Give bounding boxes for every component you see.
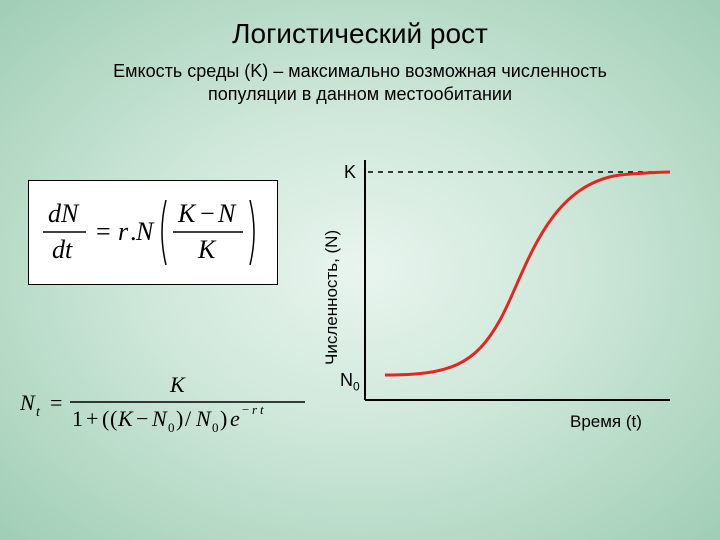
- f2-expr: r: [252, 402, 258, 417]
- x-axis-label: Время (t): [570, 412, 642, 432]
- f1-minus: −: [200, 199, 215, 228]
- y-axis-label: Численность, (N): [322, 230, 342, 365]
- logistic-chart: K N0 Численность, (N) Время (t): [330, 150, 690, 440]
- k-label: K: [344, 162, 356, 183]
- f2-K: K: [117, 406, 134, 431]
- f2-expminus: −: [242, 402, 249, 417]
- f2-e: e: [230, 406, 240, 431]
- f2-lp1: (: [102, 406, 109, 431]
- f1-N2: N: [217, 199, 237, 228]
- f2-rp2: ): [220, 406, 227, 431]
- n0-N: N: [340, 370, 353, 390]
- f1-eq: =: [96, 217, 111, 246]
- n0-label: N0: [340, 370, 360, 394]
- f2-Ktop: K: [169, 372, 186, 397]
- f2-1: 1: [72, 406, 83, 431]
- f1-K1: K: [177, 199, 197, 228]
- f2-plus: +: [86, 406, 98, 431]
- f1-N1: N: [135, 217, 155, 246]
- f2-Nt: N: [20, 390, 36, 415]
- f1-dt: dt: [52, 235, 73, 264]
- formula-differential: dN dt = r . N K − N K: [28, 180, 278, 285]
- f2-rp1: ): [176, 406, 183, 431]
- chart-svg: [330, 150, 690, 440]
- logistic-curve: [385, 172, 670, 375]
- formula1-svg: dN dt = r . N K − N K: [38, 190, 268, 275]
- formula2-svg: N t = K 1 + ( ( K − N 0 ) / N 0 ) e − r …: [20, 370, 310, 440]
- f2-N0a: N: [151, 406, 168, 431]
- f1-dN: dN: [48, 199, 80, 228]
- f2-0a: 0: [168, 420, 175, 435]
- f1-K2: K: [197, 235, 217, 264]
- subtitle-line2: популяции в данном местообитании: [208, 84, 512, 104]
- f2-N0b: N: [195, 406, 212, 431]
- subtitle-line1: Емкость среды (K) – максимально возможна…: [113, 61, 607, 81]
- page-title: Логистический рост: [0, 0, 720, 50]
- f1-r: r: [118, 217, 129, 246]
- f2-slash: /: [185, 406, 192, 431]
- page-subtitle: Емкость среды (K) – максимально возможна…: [0, 50, 720, 107]
- f2-minus: −: [136, 406, 148, 431]
- f2-0b: 0: [212, 420, 219, 435]
- f1-lparen: [162, 200, 166, 265]
- f2-tsub: t: [36, 405, 41, 420]
- f2-lp2: (: [110, 406, 117, 431]
- f2-eq: =: [50, 390, 62, 415]
- formula-solution: N t = K 1 + ( ( K − N 0 ) / N 0 ) e − r …: [20, 370, 310, 440]
- f1-rparen: [250, 200, 254, 265]
- f2-expt: t: [260, 402, 264, 417]
- n0-sub: 0: [353, 380, 360, 394]
